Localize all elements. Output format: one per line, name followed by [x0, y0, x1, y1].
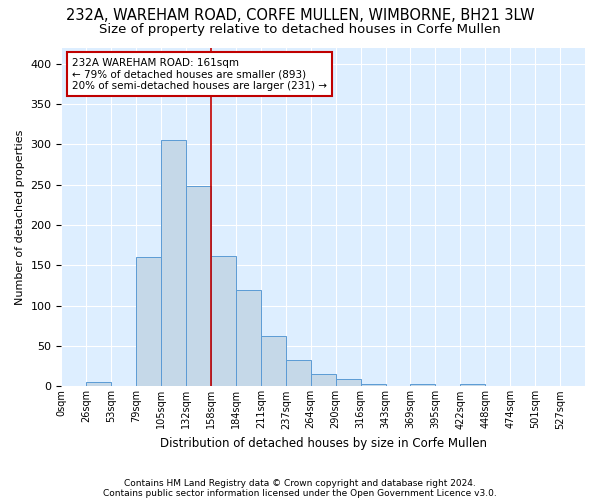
Bar — [161, 140, 186, 386]
Y-axis label: Number of detached properties: Number of detached properties — [15, 130, 25, 304]
Bar — [361, 384, 386, 386]
Text: Contains HM Land Registry data © Crown copyright and database right 2024.: Contains HM Land Registry data © Crown c… — [124, 478, 476, 488]
X-axis label: Distribution of detached houses by size in Corfe Mullen: Distribution of detached houses by size … — [160, 437, 487, 450]
Bar — [86, 382, 111, 386]
Bar — [311, 374, 335, 386]
Text: 232A WAREHAM ROAD: 161sqm
← 79% of detached houses are smaller (893)
20% of semi: 232A WAREHAM ROAD: 161sqm ← 79% of detac… — [72, 58, 327, 91]
Text: Contains public sector information licensed under the Open Government Licence v3: Contains public sector information licen… — [103, 488, 497, 498]
Bar — [236, 290, 261, 386]
Bar — [261, 336, 286, 386]
Bar — [335, 379, 361, 386]
Bar — [136, 258, 161, 386]
Bar — [460, 384, 485, 386]
Text: Size of property relative to detached houses in Corfe Mullen: Size of property relative to detached ho… — [99, 22, 501, 36]
Text: 232A, WAREHAM ROAD, CORFE MULLEN, WIMBORNE, BH21 3LW: 232A, WAREHAM ROAD, CORFE MULLEN, WIMBOR… — [65, 8, 535, 22]
Bar — [286, 360, 311, 386]
Bar — [410, 384, 436, 386]
Bar — [186, 186, 211, 386]
Bar — [211, 256, 236, 386]
